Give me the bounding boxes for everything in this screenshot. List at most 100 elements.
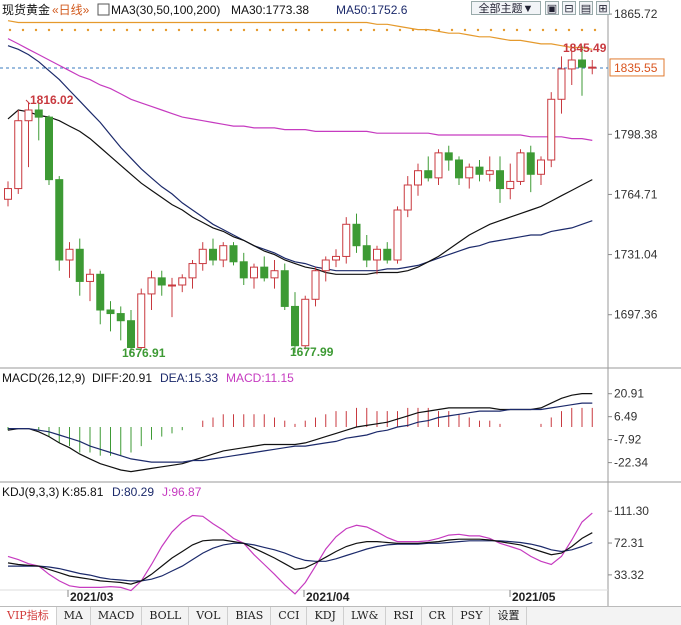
candle-body-up	[537, 159, 545, 175]
price-tick-label: 1764.71	[614, 187, 658, 201]
low-annotation-april: 1677.99	[290, 345, 334, 359]
candle-body-up	[485, 170, 494, 175]
tab-cr[interactable]: CR	[422, 607, 454, 625]
ma200-marker	[34, 28, 38, 32]
candle-body-down	[34, 109, 43, 118]
macd-tick-label: 6.49	[614, 410, 638, 424]
kdj-j-line	[7, 512, 593, 595]
macd-dea-line	[8, 402, 593, 463]
date-label: 2021/05	[512, 590, 556, 604]
ma200-marker	[203, 28, 207, 32]
candle-body-down	[106, 309, 115, 315]
candle-body-up	[332, 255, 340, 261]
date-label: 2021/03	[70, 590, 114, 604]
candle-body-up	[301, 298, 310, 347]
ma200-marker	[177, 28, 181, 32]
candle-body-down	[116, 313, 125, 322]
candle-body-up	[311, 270, 320, 300]
kdj-tick-label: 72.31	[614, 536, 644, 550]
candle-body-down	[280, 270, 289, 307]
annotation-pointer	[25, 99, 31, 105]
ma200-marker	[125, 28, 129, 32]
candle-body-up	[567, 59, 576, 70]
macd-dea-value: DEA:15.33	[160, 371, 218, 385]
candle-body-down	[75, 248, 84, 282]
kdj-k-line	[7, 532, 593, 585]
ma200-marker	[86, 28, 90, 32]
window-button-4[interactable]: ⊞	[596, 1, 610, 15]
ma200-marker	[8, 28, 12, 32]
tab-rsi[interactable]: RSI	[386, 607, 422, 625]
kdj-j-value: J:96.87	[162, 485, 202, 499]
tab-vol[interactable]: VOL	[189, 607, 229, 625]
tab-boll[interactable]: BOLL	[142, 607, 190, 625]
ma200-marker	[346, 28, 350, 32]
ma200-marker	[528, 28, 532, 32]
ma200-marker	[437, 28, 441, 32]
candle-body-down	[578, 59, 586, 68]
candle-body-up	[65, 248, 74, 261]
candle-body-up	[588, 66, 597, 69]
candle-body-down	[352, 223, 361, 247]
candle-body-up	[219, 245, 228, 261]
candle-body-up	[321, 259, 330, 272]
tab-cci[interactable]: CCI	[271, 607, 308, 625]
candle-body-up	[393, 209, 402, 261]
tab-lwr[interactable]: LW&	[344, 607, 387, 625]
candle-body-up	[373, 248, 381, 261]
candle-body-down	[157, 277, 166, 286]
ma200-marker	[99, 28, 103, 32]
ma200-marker	[268, 28, 272, 32]
ma200-marker	[281, 28, 285, 32]
ma200-marker	[216, 28, 220, 32]
candle-body-down	[55, 179, 64, 261]
window-button-1[interactable]: ▣	[545, 1, 559, 15]
tab-psy[interactable]: PSY	[453, 607, 491, 625]
macd-tick-label: -22.34	[614, 456, 648, 470]
tab-ma[interactable]: MA	[57, 607, 91, 625]
ma200-marker	[229, 28, 233, 32]
ma200-marker	[294, 28, 298, 32]
macd-title: MACD(26,12,9)	[2, 371, 85, 385]
tab-macd[interactable]: MACD	[91, 607, 143, 625]
candle-body-up	[403, 184, 412, 211]
window-button-3[interactable]: ▤	[579, 1, 593, 15]
ma200-marker	[372, 28, 376, 32]
candle-body-down	[127, 320, 135, 349]
kdj-k-value: K:85.81	[62, 485, 104, 499]
candle-body-up	[250, 266, 258, 279]
ma200-marker	[385, 28, 389, 32]
candle-body-up	[137, 293, 146, 348]
ma200-marker	[593, 28, 597, 32]
tab-vip-indicator[interactable]: VIP指标	[0, 607, 57, 625]
price-tick-label: 1798.38	[614, 127, 658, 141]
candle-body-up	[168, 284, 176, 287]
ma200-marker	[242, 28, 246, 32]
tab-kdj[interactable]: KDJ	[307, 607, 344, 625]
ma200-marker	[450, 28, 454, 32]
window-button-2[interactable]: ⊟	[562, 1, 576, 15]
theme-dropdown-button[interactable]: 全部主题▼	[471, 1, 541, 15]
low-annotation-march: 1676.91	[122, 346, 166, 360]
candle-body-up	[270, 270, 279, 279]
ma200-marker	[541, 28, 545, 32]
candle-body-down	[96, 273, 105, 311]
period-label: «日线»	[52, 3, 90, 17]
tab-bias[interactable]: BIAS	[228, 607, 272, 625]
price-tick-label: 1731.04	[614, 248, 658, 262]
ma100-line	[7, 38, 593, 141]
candle-body-down	[424, 170, 433, 179]
kdj-title: KDJ(9,3,3)	[2, 485, 59, 499]
ma200-marker	[151, 28, 155, 32]
tab-settings[interactable]: 设置	[490, 607, 528, 625]
ma200-marker	[424, 28, 428, 32]
current-price-box	[609, 58, 665, 77]
kdj-d-line	[8, 540, 593, 582]
candle-body-down	[444, 152, 453, 161]
kdj-d-value: D:80.29	[112, 485, 154, 499]
macd-diff-value: DIFF:20.91	[92, 371, 152, 385]
ma-params-label: MA3(30,50,100,200)	[111, 3, 220, 17]
ma200-marker	[554, 28, 558, 32]
candle-body-down	[229, 245, 238, 263]
